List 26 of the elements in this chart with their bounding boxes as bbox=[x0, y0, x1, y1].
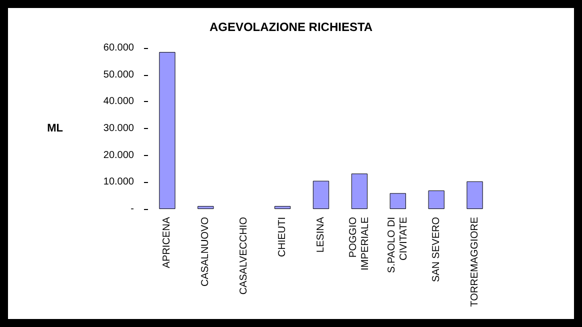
x-tick-label: TORREMAGGIORE bbox=[469, 216, 480, 307]
x-tick-label: POGGIO IMPERIALE bbox=[348, 216, 371, 270]
x-tick-label: S.PAOLO DI CIVITATE bbox=[386, 216, 410, 273]
x-tick-label: APRICENA bbox=[162, 216, 173, 268]
y-tick-label: 10.000 bbox=[103, 176, 134, 188]
x-tick-label: CASALNUOVO bbox=[200, 216, 212, 286]
bar bbox=[274, 206, 291, 209]
bar bbox=[390, 193, 406, 209]
y-axis-title: ML bbox=[47, 122, 64, 134]
bar bbox=[198, 206, 214, 209]
y-tick-label: 20.000 bbox=[103, 150, 134, 161]
x-tick-label: SAN SEVERO bbox=[430, 216, 442, 282]
y-tick-label: 40.000 bbox=[103, 96, 134, 108]
bar bbox=[312, 180, 330, 209]
bar bbox=[159, 52, 176, 209]
bar bbox=[351, 174, 368, 209]
x-tick-label: CHIEUTI bbox=[277, 217, 288, 257]
x-tick-label: LESINA bbox=[316, 216, 326, 253]
y-tick-label: 50.000 bbox=[103, 69, 134, 80]
y-tick-label: - bbox=[130, 204, 134, 214]
y-tick-label: 60.000 bbox=[103, 42, 134, 54]
x-tick-label: CASALVECCHIO bbox=[238, 216, 250, 295]
bar bbox=[428, 190, 444, 209]
chart-title: AGEVOLAZIONE RICHIESTA bbox=[209, 20, 373, 34]
y-tick-label: 30.000 bbox=[103, 123, 134, 134]
bar bbox=[466, 181, 483, 209]
